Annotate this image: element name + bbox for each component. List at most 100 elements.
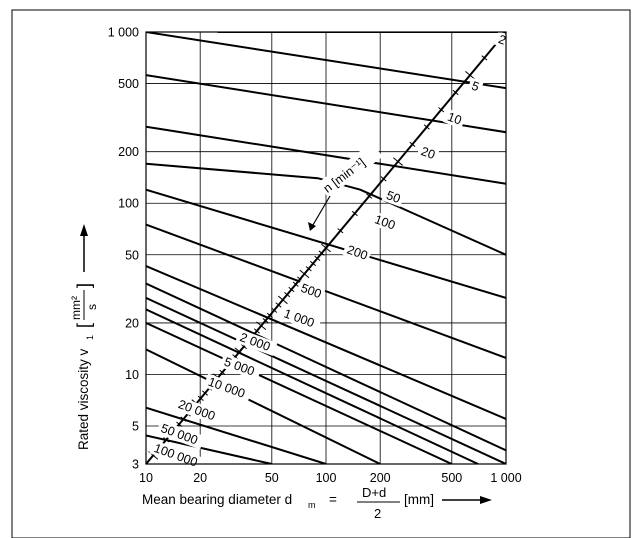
series-line-n-100 — [146, 188, 506, 299]
speed-scale-tick — [393, 157, 403, 166]
x-axis-label-equals: = — [329, 492, 337, 507]
speed-label-text: 10 000 — [206, 375, 247, 401]
speed-label-bg — [235, 329, 278, 356]
speed-scale-tick — [232, 354, 239, 360]
speed-label-n-5000: 5 000 — [219, 353, 262, 381]
y-tick-label: 50 — [125, 248, 139, 262]
outer-frame — [11, 9, 631, 538]
speed-scale-tick — [481, 55, 488, 61]
speed-scale-tick — [380, 176, 387, 182]
speed-scale-tick — [253, 328, 260, 334]
series-line-n-1000 — [146, 282, 506, 452]
speed-scale-tick — [266, 312, 273, 319]
speed-scale-tick — [240, 343, 247, 350]
series-line-n-20 — [146, 125, 506, 185]
x-axis-label: Mean bearing diameter d m = D+d 2 [mm] — [142, 485, 492, 521]
speed-scale-tick — [314, 255, 321, 261]
speed-arrow-head — [308, 222, 316, 231]
speed-arrow-line — [309, 195, 331, 231]
speed-label-bg — [296, 279, 326, 303]
speed-label-text: 100 — [373, 212, 397, 232]
x-tick-label: 1 000 — [490, 471, 521, 485]
speed-label-n-10000: 10 000 — [203, 373, 253, 403]
y-axis-arrow-head — [80, 224, 88, 236]
y-tick-label: 20 — [125, 316, 139, 330]
speed-label-text: 5 — [470, 79, 481, 95]
speed-label-text: 20 — [419, 144, 437, 162]
speed-scale-tick — [318, 250, 325, 256]
speed-label-text: 500 — [299, 281, 323, 301]
speed-label-n-50: 50 — [381, 187, 405, 207]
series-line-n-5000 — [146, 308, 479, 464]
speed-label-n-2: 2 — [493, 31, 511, 49]
y-axis-label-bracket-open: [ — [74, 323, 94, 328]
y-tick-label: 5 — [132, 420, 139, 434]
speed-label-text: 2 000 — [238, 330, 272, 354]
y-tick-label: 100 — [118, 197, 139, 211]
series-line-n-500 — [146, 265, 506, 420]
y-axis-label-text: Rated viscosity v — [76, 348, 91, 450]
y-axis-label-bracket-close: ] — [74, 283, 94, 288]
y-tick-label: 3 — [132, 458, 139, 472]
plot-area-border — [145, 31, 507, 465]
speed-scale-tick — [163, 437, 170, 443]
y-axis-label: Rated viscosity v 1 [ mm² s ] — [69, 224, 99, 450]
speed-label-n-5: 5 — [466, 77, 484, 96]
speed-scale-tick — [409, 141, 416, 147]
speed-scale-tick — [438, 107, 445, 113]
speed-label-bg — [369, 211, 400, 234]
x-axis-label-numerator: D+d — [362, 485, 386, 500]
y-tick-label: 10 — [125, 368, 139, 382]
speed-label-bg — [219, 353, 262, 381]
speed-label-n-100: 100 — [369, 211, 400, 234]
speed-label-n-1000: 1 000 — [279, 305, 322, 333]
x-tick-label: 200 — [370, 471, 391, 485]
speed-label-bg — [279, 305, 322, 333]
speed-label-n-20: 20 — [416, 143, 440, 164]
speed-scale-tick — [292, 281, 299, 287]
speed-scale-tick — [262, 317, 269, 324]
x-axis-arrow-head — [480, 496, 492, 504]
speed-scale-tick — [219, 369, 226, 376]
x-axis-label-unit: [mm] — [404, 492, 434, 507]
x-axis-label-text: Mean bearing diameter d — [142, 492, 292, 507]
x-tick-label: 50 — [265, 471, 279, 485]
y-axis-label-unit-denominator: s — [85, 304, 99, 310]
speed-label-text: 50 — [384, 188, 402, 206]
series-line-n-2000 — [146, 296, 506, 464]
speed-label-bg — [381, 187, 405, 207]
x-tick-label: 10 — [139, 471, 153, 485]
speed-label-bg — [203, 373, 253, 403]
x-tick-label: 20 — [193, 471, 207, 485]
series-line-n-50000 — [146, 406, 327, 464]
y-tick-label: 500 — [118, 77, 139, 91]
y-tick-label: 1 000 — [108, 26, 139, 40]
speed-scale-tick — [256, 321, 267, 330]
speed-label-bg — [442, 108, 467, 129]
speed-scale-tick — [305, 266, 312, 272]
speed-scale-tick — [351, 210, 358, 217]
series-line-n-5 — [146, 32, 506, 90]
speed-scale-tick — [180, 416, 187, 422]
series-line-n-200 — [146, 223, 506, 359]
speed-label-text: 200 — [345, 243, 369, 263]
speed-label-bg — [342, 241, 372, 264]
speed-scale-tick — [299, 269, 310, 279]
x-tick-label: 100 — [316, 471, 337, 485]
speed-scale-tick — [452, 89, 459, 96]
speed-label-bg — [466, 77, 484, 96]
series-line-n-10000 — [146, 321, 453, 464]
speed-scale-tick — [234, 347, 245, 356]
speed-label-text: 10 — [446, 110, 464, 128]
speed-scale-tick — [176, 421, 183, 427]
x-axis-label-denominator: 2 — [374, 506, 381, 521]
x-axis-label-subscript: m — [308, 500, 316, 510]
speed-scale-tick — [197, 395, 204, 401]
speed-scale-tick — [275, 302, 282, 308]
speed-label-n-10: 10 — [442, 108, 467, 129]
series-line-n-20000 — [146, 348, 381, 464]
speed-scale-tick — [310, 260, 317, 267]
speed-axis-annotation: n [min⁻¹] — [317, 142, 383, 198]
speed-scale-tick — [465, 70, 475, 80]
